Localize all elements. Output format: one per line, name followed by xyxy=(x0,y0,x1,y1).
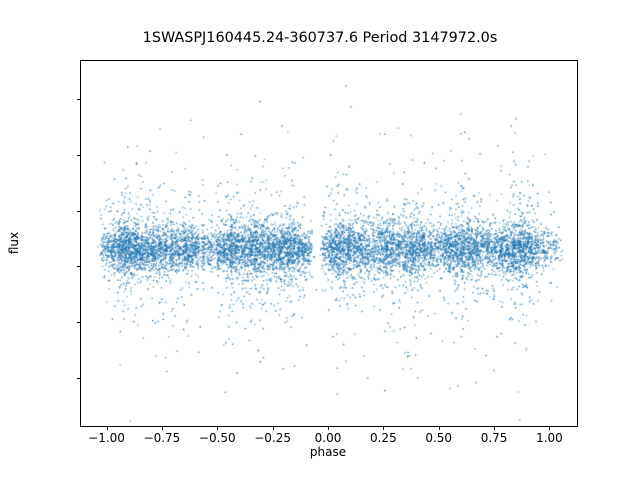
x-tick-mark xyxy=(328,426,329,430)
x-axis-label: phase xyxy=(309,445,347,459)
x-tick-mark xyxy=(161,426,163,430)
x-tick-label: 0.75 xyxy=(480,431,508,445)
y-tick-mark xyxy=(76,154,80,156)
y-tick-mark xyxy=(76,322,80,324)
x-tick-mark xyxy=(494,426,496,430)
y-tick-mark xyxy=(76,99,80,101)
x-tick-label: 0.50 xyxy=(425,431,453,445)
plot-axes xyxy=(80,60,578,427)
x-tick-label: 1.00 xyxy=(536,431,563,445)
x-tick-mark xyxy=(217,426,219,430)
y-tick-mark xyxy=(76,210,80,212)
x-tick-label: −0.75 xyxy=(143,431,181,445)
x-tick-label: −1.00 xyxy=(88,431,125,445)
y-tick-mark xyxy=(76,266,80,268)
x-tick-label: 0.00 xyxy=(314,431,342,445)
x-tick-label: −0.25 xyxy=(254,431,292,445)
y-tick-mark xyxy=(76,378,80,380)
x-tick-label: 0.25 xyxy=(369,431,397,445)
x-tick-label: −0.50 xyxy=(198,431,236,445)
y-axis-label: flux xyxy=(7,231,21,254)
x-tick-mark xyxy=(106,426,108,430)
x-tick-mark xyxy=(438,426,440,430)
chart-title: 1SWASPJ160445.24-360737.6 Period 3147972… xyxy=(142,30,498,46)
scatter-plot-canvas xyxy=(81,61,577,426)
x-tick-mark xyxy=(272,426,274,430)
x-tick-mark xyxy=(549,426,551,430)
x-tick-mark xyxy=(383,426,385,430)
